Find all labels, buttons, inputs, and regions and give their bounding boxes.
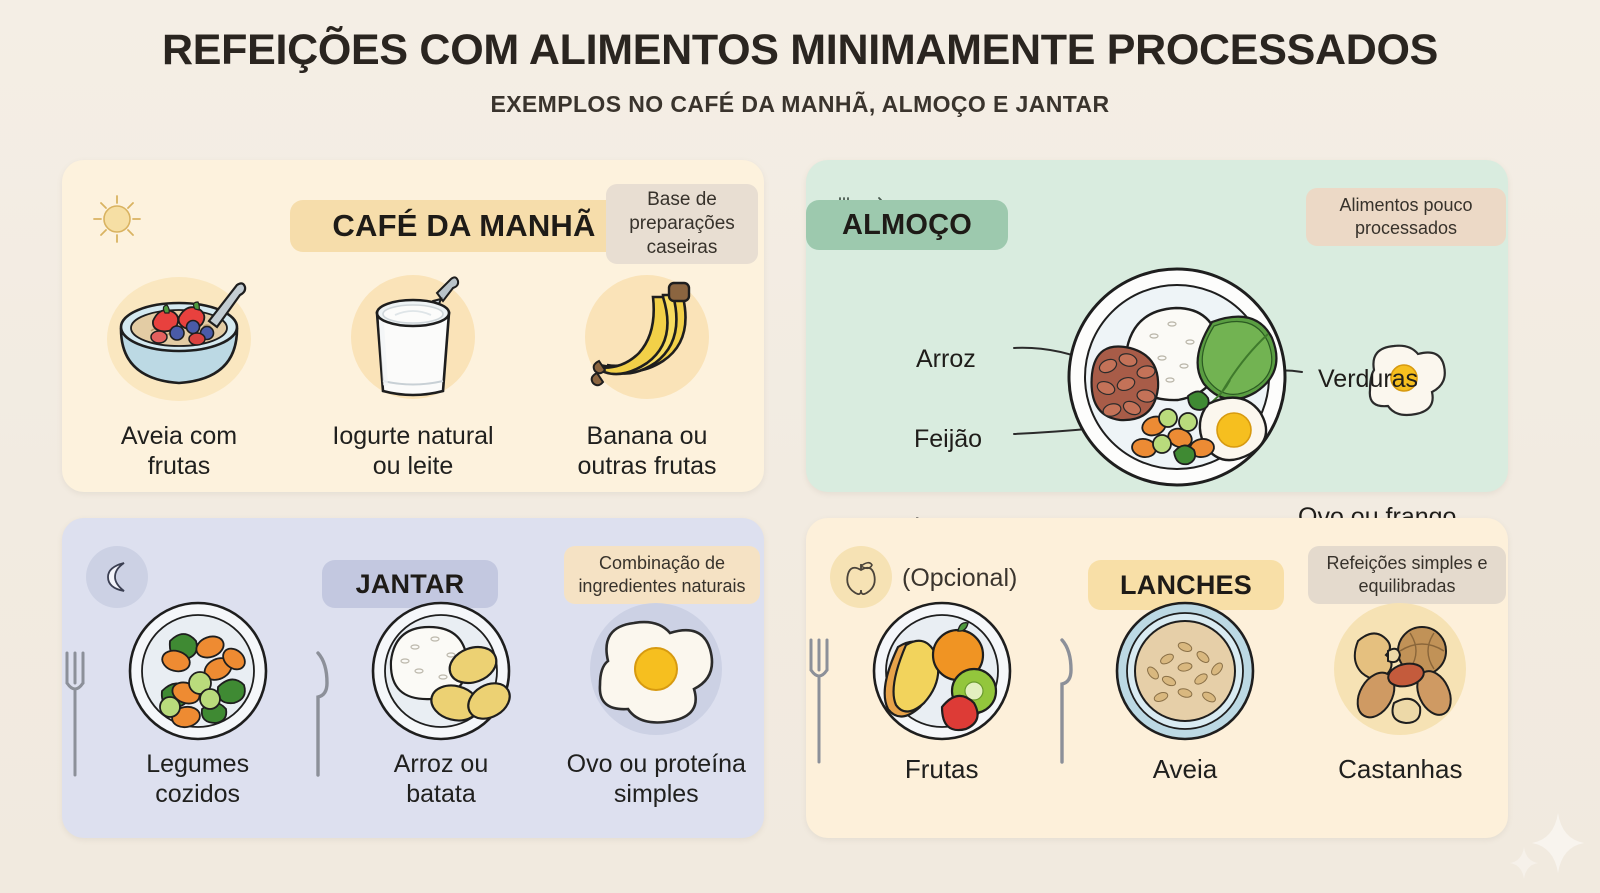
- snacks-optional-label: (Opcional): [902, 564, 1018, 592]
- list-item: Legumes cozidos: [90, 601, 305, 809]
- snacks-chip: LANCHES: [1088, 560, 1284, 610]
- page-subtitle: EXEMPLOS NO CAFÉ DA MANHÃ, ALMOÇO E JANT…: [490, 91, 1110, 117]
- list-item: Banana ou outras frutas: [540, 256, 755, 481]
- apple-icon: [824, 544, 898, 610]
- fried-egg-icon: [1358, 340, 1450, 418]
- dinner-tag: Combinação de ingredientes naturais: [564, 546, 760, 604]
- lunch-plate-illustration: [1062, 262, 1292, 492]
- list-item: Iogurte natural ou leite: [306, 256, 521, 481]
- list-item-label: Legumes cozidos: [146, 750, 250, 808]
- sun-icon: [80, 186, 154, 252]
- lunch-diagram: Arroz Feijão Legumes Verduras Ovo ou fra…: [806, 244, 1508, 561]
- panel-snacks: (Opcional) LANCHES Refeições simples e e…: [806, 518, 1508, 838]
- dinner-chip: JANTAR: [322, 560, 498, 608]
- list-item: Castanhas: [1293, 603, 1508, 785]
- list-item: Arroz ou batata: [333, 601, 548, 809]
- fork-icon: [62, 649, 90, 779]
- label-arroz: Arroz: [916, 345, 976, 373]
- snacks-header: (Opcional) LANCHES Refeições simples e e…: [806, 532, 1508, 610]
- fruit-plate-icon: [858, 601, 1026, 744]
- yogurt-cup-icon: [333, 256, 493, 416]
- oat-bowl-icon: [1101, 601, 1269, 744]
- list-item-label: Castanhas: [1338, 754, 1463, 784]
- cooked-vegetables-plate-icon: [114, 601, 282, 744]
- panel-lunch: ALMOÇO Alimentos pouco processados: [806, 160, 1508, 561]
- list-item: Frutas: [834, 601, 1049, 785]
- snacks-items: Frutas: [806, 601, 1508, 785]
- knife-icon: [1049, 636, 1077, 766]
- snacks-tag: Refeições simples e equilibradas: [1308, 546, 1506, 604]
- list-item: Ovo ou proteína simples: [549, 603, 764, 809]
- list-item: Aveia: [1077, 601, 1292, 785]
- header: REFEIÇÕES COM ALIMENTOS MINIMAMENTE PROC…: [0, 26, 1600, 118]
- breakfast-items: Aveia com frutas Iog: [62, 256, 764, 481]
- list-item-label: Banana ou outras frutas: [577, 422, 717, 480]
- list-item-label: Iogurte natural ou leite: [332, 422, 494, 480]
- moon-icon: [80, 544, 154, 610]
- nuts-icon: [1316, 603, 1484, 744]
- breakfast-tag: Base de preparações caseiras: [606, 184, 758, 264]
- fork-icon: [806, 636, 834, 766]
- sparkle-decoration: [1500, 795, 1590, 885]
- oatmeal-bowl-icon: [99, 256, 259, 416]
- page-title: REFEIÇÕES COM ALIMENTOS MINIMAMENTE PROC…: [162, 26, 1438, 74]
- breakfast-header: CAFÉ DA MANHÃ Base de preparações caseir…: [62, 174, 764, 264]
- breakfast-chip: CAFÉ DA MANHÃ: [290, 200, 638, 252]
- panel-dinner: JANTAR Combinação de ingredientes natura…: [62, 518, 764, 838]
- label-verduras: Verduras: [1318, 365, 1419, 393]
- lunch-header: ALMOÇO Alimentos pouco processados: [806, 174, 1508, 250]
- list-item-label: Aveia: [1152, 754, 1218, 784]
- dinner-header: JANTAR Combinação de ingredientes natura…: [62, 532, 764, 608]
- dinner-items: Legumes cozidos: [62, 601, 764, 809]
- panel-breakfast: CAFÉ DA MANHÃ Base de preparações caseir…: [62, 160, 764, 492]
- list-item-label: Ovo ou proteína simples: [566, 750, 746, 808]
- list-item: Aveia com frutas: [72, 256, 287, 481]
- lunch-tag: Alimentos pouco processados: [1306, 188, 1506, 246]
- label-feijao: Feijão: [914, 425, 983, 453]
- list-item-label: Frutas: [904, 754, 979, 784]
- list-item-label: Arroz ou batata: [393, 750, 489, 808]
- knife-icon: [305, 649, 333, 779]
- list-item-label: Aveia com frutas: [120, 422, 238, 480]
- fried-egg-icon: [572, 603, 740, 744]
- lunch-chip: ALMOÇO: [806, 200, 1008, 250]
- bananas-icon: [567, 256, 727, 416]
- rice-potato-plate-icon: [357, 601, 525, 744]
